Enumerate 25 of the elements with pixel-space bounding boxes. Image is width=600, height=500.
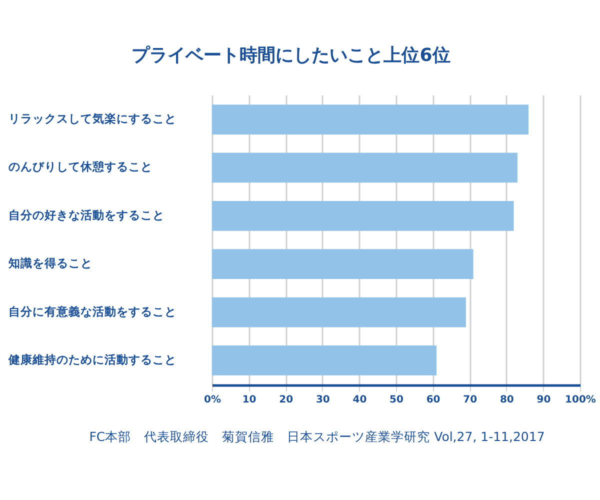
y-tick-label: 健康維持のために活動すること <box>8 352 176 366</box>
x-tick-label: 90 <box>536 394 551 406</box>
chart-title: プライベート時間にしたいこと上位6位 <box>132 45 450 66</box>
bar <box>212 249 474 280</box>
x-tick-label: 50 <box>390 394 404 406</box>
y-tick-label: 知識を得ること <box>8 256 92 270</box>
bar <box>212 346 436 376</box>
y-tick-label: 自分の好きな活動をすること <box>8 208 164 222</box>
x-tick-label: 70 <box>463 394 478 406</box>
y-tick-label: 自分に有意義な活動をすること <box>8 304 176 318</box>
bar <box>212 297 466 328</box>
bar <box>212 152 518 183</box>
x-tick-label: 100% <box>565 394 596 406</box>
y-tick-label: リラックスして気楽にすること <box>8 112 176 126</box>
x-tick-label: 10 <box>242 394 256 406</box>
x-tick-label: 0% <box>204 394 221 406</box>
bar <box>212 200 514 231</box>
x-tick-label: 80 <box>500 394 514 406</box>
text: FC本部 代表取締役 菊賀信雅 日本スポーツ産業学研究 Vol,27, 1-11,2017 <box>89 429 545 444</box>
x-tick-label: 40 <box>352 394 367 406</box>
x-tick-label: 20 <box>279 394 294 406</box>
x-tick-label: 30 <box>316 394 330 406</box>
bar <box>212 104 528 134</box>
x-tick-label: 60 <box>426 394 440 406</box>
y-tick-label: のんびりして休憩すること <box>8 160 152 174</box>
